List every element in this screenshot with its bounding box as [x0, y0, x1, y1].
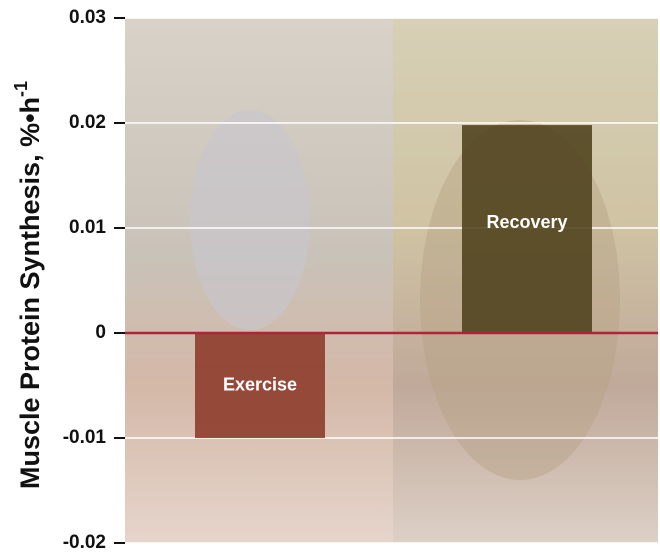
y-tick-label: -0.02 [63, 532, 106, 552]
y-tick-label: 0.02 [69, 112, 106, 133]
bar-label: Exercise [223, 374, 297, 394]
bar-label: Recovery [486, 212, 567, 232]
bar [195, 333, 325, 438]
y-axis-label-superscript: -1 [11, 81, 31, 97]
bar [462, 125, 592, 333]
y-axis-label: Muscle Protein Synthesis, %•h-1 [11, 81, 45, 489]
y-tick-label: -0.01 [63, 427, 107, 448]
y-axis-label-text: Muscle Protein Synthesis, %•h [15, 97, 45, 489]
y-tick-label: 0.03 [69, 7, 106, 28]
y-tick-label: 0.01 [69, 217, 106, 238]
y-tick-label: 0 [95, 322, 106, 343]
